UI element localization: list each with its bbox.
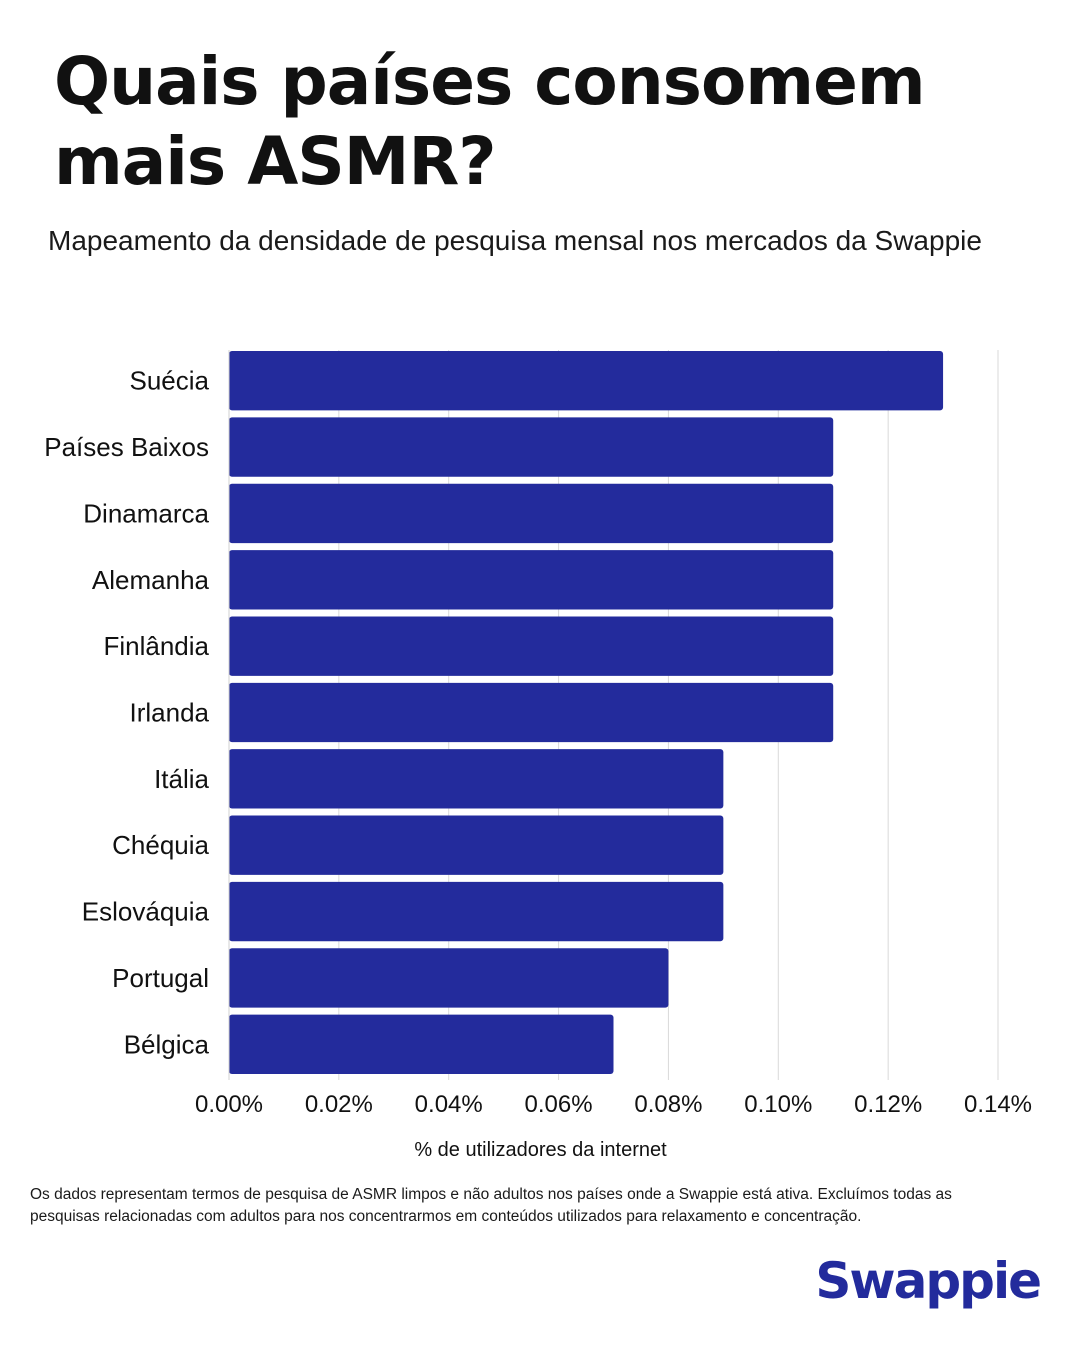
x-tick-label: 0.14% xyxy=(964,1091,1032,1118)
x-tick-label: 0.04% xyxy=(415,1091,483,1118)
category-label: Bélgica xyxy=(124,1029,210,1059)
bar xyxy=(229,417,834,477)
swappie-logo: Swappie xyxy=(815,1252,1042,1310)
chart-title: Quais países consomem mais ASMR? xyxy=(54,43,926,200)
x-tick-label: 0.12% xyxy=(854,1091,922,1118)
category-label: Irlanda xyxy=(130,698,210,728)
bar xyxy=(229,682,834,743)
bar xyxy=(229,815,724,875)
x-axis-title: % de utilizadores da internet xyxy=(414,1139,667,1161)
category-label: Chéquia xyxy=(112,830,209,860)
category-label: Alemanha xyxy=(92,565,210,595)
bar-chart: Suécia Países Baixos Dinamarca Alemanha Finl… xyxy=(44,350,1032,1161)
x-tick-label: 0.00% xyxy=(195,1091,263,1118)
footnote: Os dados representam termos de pesquisa … xyxy=(30,1186,952,1225)
bar xyxy=(229,1014,614,1074)
x-tick-label: 0.02% xyxy=(305,1091,373,1118)
chart-subtitle: Mapeamento da densidade de pesquisa mens… xyxy=(48,225,982,256)
category-label: Suécia xyxy=(130,366,210,396)
category-label: Eslováquia xyxy=(82,897,210,927)
x-tick-label: 0.06% xyxy=(525,1091,593,1118)
bar xyxy=(229,881,724,942)
bar xyxy=(229,948,669,1008)
category-label: Finlândia xyxy=(103,631,209,661)
category-label: Dinamarca xyxy=(83,498,209,528)
category-label: Portugal xyxy=(112,963,209,993)
bar xyxy=(229,749,724,809)
category-label: Países Baixos xyxy=(44,432,209,462)
bar xyxy=(229,351,944,411)
bar xyxy=(229,616,834,676)
bar xyxy=(229,483,834,544)
x-tick-label: 0.08% xyxy=(634,1091,702,1118)
category-label: Itália xyxy=(154,764,209,794)
bar xyxy=(229,550,834,610)
x-tick-label: 0.10% xyxy=(744,1091,812,1118)
